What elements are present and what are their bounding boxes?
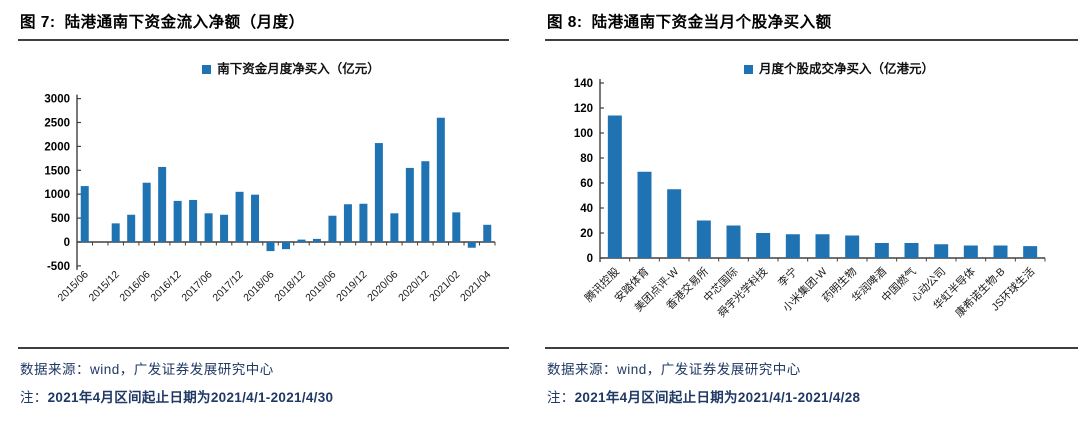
stock-net-buy-chart: 140120100806040200腾讯控股安踏体育美团点评-W香港交易所中芯国… xyxy=(574,78,1046,320)
svg-text:2000: 2000 xyxy=(44,141,70,153)
figure-8-label: 图 8: xyxy=(547,14,583,31)
figure-7-footer: 数据来源：wind，广发证券发展研究中心 注：2021年4月区间起止日期为202… xyxy=(18,347,509,406)
legend-swatch-icon xyxy=(202,64,212,74)
svg-text:3000: 3000 xyxy=(44,94,70,106)
svg-text:40: 40 xyxy=(580,203,593,215)
figure-8-footer: 数据来源：wind，广发证券发展研究中心 注：2021年4月区间起止日期为202… xyxy=(545,347,1078,406)
svg-text:500: 500 xyxy=(51,213,70,225)
svg-text:2018/12: 2018/12 xyxy=(272,269,307,304)
svg-text:2017/06: 2017/06 xyxy=(179,269,214,304)
svg-text:2015/12: 2015/12 xyxy=(86,269,121,304)
svg-text:2020/12: 2020/12 xyxy=(396,269,431,304)
figure-7-legend: 南下资金月度净买入（亿元） xyxy=(73,58,509,77)
southbound-monthly-inflow-chart: 3000 2500 2000 1500 1000 500 0 -5002015/062015/… xyxy=(44,94,496,304)
svg-text:2021/04: 2021/04 xyxy=(458,269,493,304)
figure-7-panel: 图 7: 陆港通南下资金流入净额（月度） 南下资金月度净买入（亿元） 3000 25… xyxy=(18,6,509,416)
figure-8-header: 图 8: 陆港通南下资金当月个股净买入额 xyxy=(545,6,1078,41)
svg-text:100: 100 xyxy=(574,128,593,140)
svg-text:120: 120 xyxy=(574,103,593,115)
svg-text:2500: 2500 xyxy=(44,118,70,130)
figure-7-note: 注：2021年4月区间起止日期为2021/4/1-2021/4/30 xyxy=(20,386,509,406)
svg-text:2021/02: 2021/02 xyxy=(427,269,462,304)
note-prefix: 注： xyxy=(20,390,48,405)
figure-7-header: 图 7: 陆港通南下资金流入净额（月度） xyxy=(18,6,509,41)
svg-text:1000: 1000 xyxy=(44,189,70,201)
svg-text:0: 0 xyxy=(587,253,593,265)
figure-8-data-source: 数据来源：wind，广发证券发展研究中心 xyxy=(547,362,801,377)
svg-text:舜宇光学科技: 舜宇光学科技 xyxy=(715,264,771,320)
figure-7-data-source: 数据来源：wind，广发证券发展研究中心 xyxy=(20,362,274,377)
svg-text:80: 80 xyxy=(580,153,593,165)
figure-7-legend-label: 南下资金月度净买入（亿元） xyxy=(217,62,380,76)
svg-text:2019/06: 2019/06 xyxy=(303,269,338,304)
svg-text:2020/06: 2020/06 xyxy=(365,269,400,304)
svg-text:2017/12: 2017/12 xyxy=(210,269,245,304)
figure-8-panel: 图 8: 陆港通南下资金当月个股净买入额 月度个股成交净买入（亿港元） 140 12… xyxy=(545,6,1078,416)
svg-text:2018/06: 2018/06 xyxy=(241,269,276,304)
figure-8-note: 注：2021年4月区间起止日期为2021/4/1-2021/4/28 xyxy=(547,386,1078,406)
figure-8-legend-label: 月度个股成交净买入（亿港元） xyxy=(758,62,934,76)
note-body: 2021年4月区间起止日期为2021/4/1-2021/4/28 xyxy=(574,390,861,405)
svg-text:2019/12: 2019/12 xyxy=(334,269,369,304)
svg-text:140: 140 xyxy=(574,78,593,90)
svg-text:60: 60 xyxy=(580,178,593,190)
legend-swatch-icon xyxy=(743,64,753,74)
note-prefix: 注： xyxy=(547,390,575,405)
svg-text:1500: 1500 xyxy=(44,165,70,177)
svg-text:2016/12: 2016/12 xyxy=(148,269,183,304)
svg-text:2015/06: 2015/06 xyxy=(56,269,91,304)
figure-8-title: 陆港通南下资金当月个股净买入额 xyxy=(591,14,832,31)
svg-text:2016/06: 2016/06 xyxy=(117,269,152,304)
svg-text:20: 20 xyxy=(580,228,593,240)
figure-7-label: 图 7: xyxy=(20,14,56,31)
svg-text:李宁: 李宁 xyxy=(775,264,800,289)
figure-8-legend: 月度个股成交净买入（亿港元） xyxy=(600,58,1078,77)
svg-text:0: 0 xyxy=(64,237,70,249)
svg-text:-500: -500 xyxy=(47,261,70,273)
figure-7-title: 陆港通南下资金流入净额（月度） xyxy=(64,14,305,31)
note-body: 2021年4月区间起止日期为2021/4/1-2021/4/30 xyxy=(47,390,334,405)
